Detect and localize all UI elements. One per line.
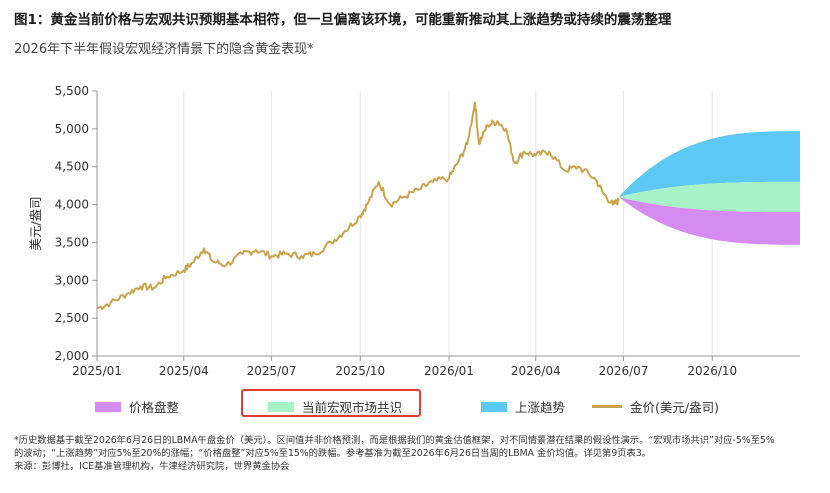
x-tick-label: 2026/01 [424,364,474,378]
uptrend-band [618,131,800,197]
legend-swatch-uptrend [481,401,507,412]
x-tick-label: 2025/10 [335,364,385,378]
range-band [618,197,800,245]
footnote-line-1: *历史数据基于截至2026年6月26日的LBMA午盘金价（美元）。区间值并非价格… [14,435,775,446]
chart-title: 图1：黄金当前价格与宏观共识预期基本相符，但一旦偏离该环境，可能重新推动其上涨趋… [14,12,672,28]
x-tick-label: 2025/07 [247,364,297,378]
y-tick-label: 5,500 [55,84,89,98]
y-tick-label: 2,500 [55,311,89,325]
x-tick-label: 2026/10 [687,364,737,378]
legend-swatch-gold [592,405,622,408]
legend-label-gold: 金价(美元/盎司) [630,400,719,415]
gold-price-line [96,101,620,310]
y-tick-label: 2,000 [55,349,89,363]
consensus-band [618,181,800,213]
chart-subtitle: 2026年下半年假设宏观经济情景下的隐含黄金表现* [14,42,314,57]
y-tick-label: 5,000 [55,122,89,136]
x-tick-label: 2025/04 [159,364,209,378]
legend-item-consensus: 当前宏观市场共识 [268,397,402,416]
footnote-source: 来源：彭博社，ICE基准管理机构，牛津经济研究院，世界黄金协会 [14,461,290,472]
highlight-box [241,389,421,417]
x-tick-label: 2026/07 [599,364,649,378]
legend-item-uptrend: 上涨趋势 [481,397,565,416]
y-axis-label: 美元/盎司 [28,196,43,250]
legend-swatch-range [95,401,121,412]
y-tick-label: 4,000 [55,198,89,212]
y-tick-label: 3,000 [55,273,89,287]
legend-swatch-consensus [268,401,294,412]
y-tick-label: 3,500 [55,235,89,249]
y-tick-label: 4,500 [55,160,89,174]
x-tick-label: 2026/04 [511,364,561,378]
legend-label-range: 价格盘整 [129,400,180,415]
legend-item-gold: 金价(美元/盎司) [592,397,719,416]
footnote-line-2: 的波动；“上涨趋势”对应5%至20%的涨幅；“价格盘整”对应5%至15%的跌幅。… [14,448,652,459]
x-tick-label: 2025/01 [72,364,122,378]
legend-label-uptrend: 上涨趋势 [515,400,566,415]
legend-label-consensus: 当前宏观市场共识 [302,400,403,415]
legend-item-range: 价格盘整 [95,397,179,416]
footnote: *历史数据基于截至2026年6月26日的LBMA午盘金价（美元）。区间值并非价格… [14,434,814,473]
